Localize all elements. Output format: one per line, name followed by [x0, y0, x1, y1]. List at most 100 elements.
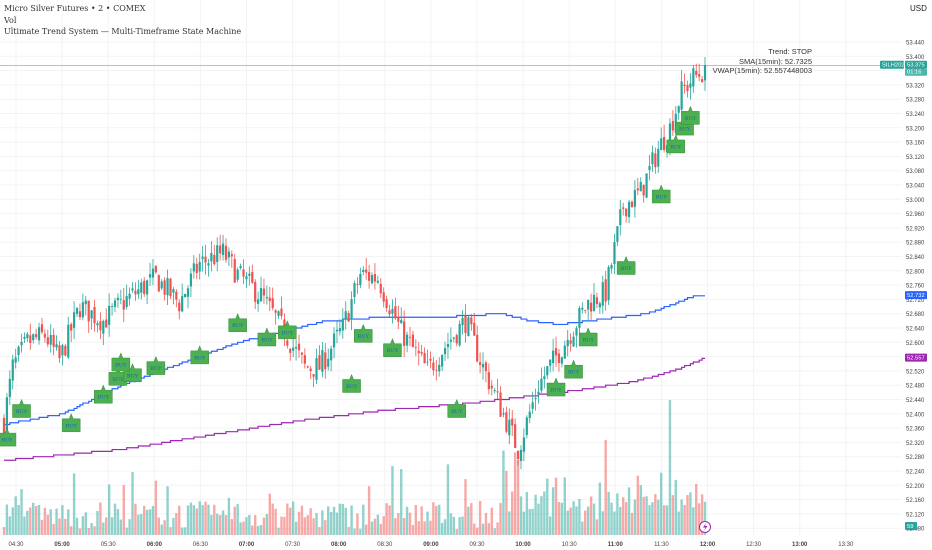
buy-signal-box: [0, 427, 17, 447]
candle-body: [128, 293, 131, 299]
x-tick-label: 10:30: [562, 542, 578, 548]
volume-bar: [475, 527, 479, 535]
volume-bar: [353, 528, 356, 535]
candle-body: [204, 256, 207, 263]
buy-signal-label: BUY: [194, 355, 206, 361]
volume-bar: [589, 496, 593, 535]
vwap-value: VWAP(15min): 52.557448003: [712, 66, 812, 75]
candle-body: [487, 372, 490, 390]
volume-label[interactable]: Vol: [4, 15, 17, 25]
volume-bar: [52, 524, 55, 535]
candle-body: [400, 319, 403, 324]
candle-body: [604, 279, 607, 302]
candle-body: [589, 302, 593, 312]
candle-body: [265, 297, 268, 299]
volume-bar: [321, 510, 324, 535]
candle-body: [324, 352, 327, 370]
volume-bar: [110, 517, 114, 535]
candle-body: [376, 280, 379, 283]
volume-bar: [598, 482, 602, 535]
volume-bar: [248, 514, 251, 535]
candle-body: [403, 321, 406, 346]
y-tick-label: 52.240: [906, 470, 925, 476]
candle-body: [373, 274, 377, 282]
volume-bar: [359, 528, 362, 535]
candle-body: [262, 288, 266, 296]
time-axis[interactable]: 04:30 05:00 05:30 06:00 06:30 07:00 07:30 08:00…: [8, 542, 853, 548]
volume-bars: [2, 400, 707, 535]
vwap-badge-bg: [905, 353, 927, 362]
indicator-title[interactable]: Ultimate Trend System — Multi-Timeframe …: [4, 27, 242, 36]
x-tick-label: 05:00: [54, 542, 70, 548]
candle-body: [37, 327, 41, 341]
candle-body: [338, 328, 341, 332]
volume-bar: [668, 400, 672, 535]
candle-body: [303, 355, 306, 364]
candle-body: [160, 281, 163, 289]
currency-label[interactable]: USD: [910, 4, 927, 13]
price-axis[interactable]: 53.44053.40053.36053.32053.28053.24053.2…: [906, 41, 925, 533]
candle-body: [289, 348, 292, 353]
volume-bar: [671, 495, 675, 535]
candle-body: [405, 334, 409, 346]
x-tick-label: 08:30: [377, 542, 393, 548]
candle-body: [598, 303, 601, 308]
candle-body: [581, 307, 584, 310]
candle-body: [110, 306, 114, 307]
candle-body: [172, 289, 175, 293]
candle-body: [32, 334, 35, 341]
volume-bar: [239, 522, 242, 535]
candle-body: [613, 242, 616, 264]
volume-bar: [511, 491, 514, 535]
volume-bar: [166, 486, 169, 535]
candle-body: [335, 329, 339, 332]
candle-body: [186, 288, 190, 297]
candle-body: [134, 290, 137, 295]
candle-body: [146, 280, 149, 295]
candle-body: [508, 419, 511, 436]
buy-signal-box: [257, 327, 277, 347]
candle-body: [119, 298, 122, 300]
candle-body: [365, 269, 368, 273]
volume-bar: [426, 511, 429, 535]
candle-body: [552, 350, 555, 364]
volume-bar: [391, 466, 394, 535]
candle-body: [151, 268, 155, 278]
volume-bar: [592, 503, 596, 535]
volume-bar: [183, 527, 187, 535]
candle-body: [537, 391, 540, 395]
symbol-title[interactable]: Micro Silver Futures • 2 • COMEX: [4, 4, 146, 13]
candle-body: [330, 348, 333, 361]
volume-bar: [34, 506, 38, 535]
candle-body: [312, 374, 315, 377]
volume-bar: [400, 469, 403, 535]
candle-body: [385, 299, 388, 309]
replay-icon[interactable]: [699, 521, 711, 533]
volume-bar: [32, 502, 35, 535]
buy-signal-label: BUY: [451, 409, 463, 415]
y-tick-label: 53.160: [906, 141, 925, 147]
candle-body: [96, 323, 99, 326]
candle-body: [163, 280, 166, 295]
volume-badge: 59: [907, 524, 913, 530]
volume-bar: [683, 504, 686, 535]
countdown-badge-bg: [905, 68, 927, 76]
candle-body: [449, 339, 452, 342]
volume-bar: [277, 527, 280, 535]
volume-bar: [455, 528, 458, 535]
volume-bar: [148, 509, 152, 535]
y-tick-label: 53.040: [906, 184, 925, 190]
candle-body: [78, 311, 82, 318]
volume-bar: [665, 505, 669, 535]
candle-body: [26, 333, 29, 339]
candle-body: [575, 328, 578, 336]
volume-bar: [251, 525, 254, 535]
y-tick-label: 52.600: [906, 341, 925, 347]
candle-body: [557, 353, 561, 363]
candle-body: [546, 366, 549, 376]
buy-signal: BUY: [146, 355, 166, 375]
candle-body: [274, 310, 277, 313]
volume-bar: [586, 506, 590, 535]
candle-body: [73, 312, 76, 328]
